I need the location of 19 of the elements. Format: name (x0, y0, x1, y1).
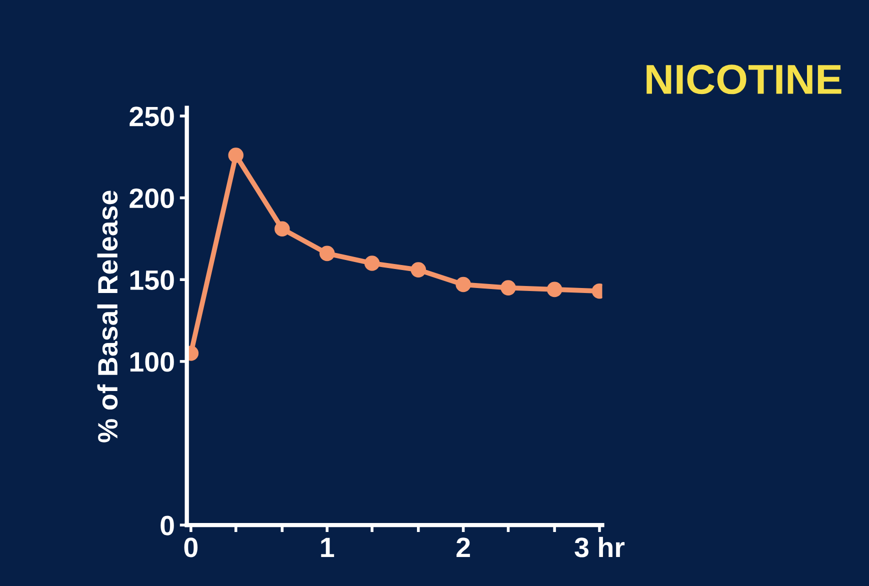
point (456, 276, 471, 292)
x-tick-label: 1 (321, 538, 334, 557)
x-tick-label: 3 hr (574, 536, 625, 558)
point (410, 262, 426, 278)
y-tick-label: 200 (130, 188, 174, 208)
y-axis-title: % of Basal Release (97, 190, 118, 442)
x-tick-label: 2 (456, 538, 470, 557)
point (364, 256, 380, 271)
text: NICOTINE (646, 64, 842, 94)
y-tick-label: 100 (130, 352, 174, 372)
point (546, 282, 562, 298)
y-tick-label: 250 (130, 106, 174, 126)
y-tick-label: 150 (130, 270, 174, 290)
point (319, 246, 335, 262)
x-tick-label: 0 (184, 538, 198, 558)
y-tick-label: 0 (160, 516, 174, 536)
point (228, 148, 244, 163)
point (274, 221, 290, 237)
point (500, 280, 516, 296)
